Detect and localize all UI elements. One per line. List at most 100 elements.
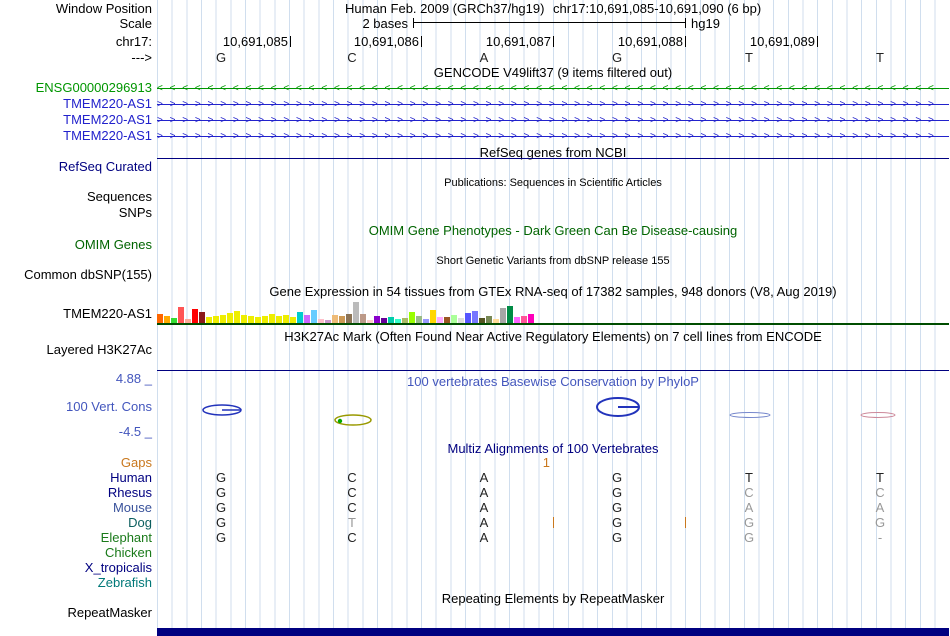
gtex-bar[interactable] bbox=[283, 315, 289, 323]
snps-label[interactable]: SNPs bbox=[118, 205, 152, 220]
gtex-bar[interactable] bbox=[269, 314, 275, 323]
gtex-bar[interactable] bbox=[171, 318, 177, 323]
gene-label-tmem220-as1[interactable]: TMEM220-AS1 bbox=[63, 96, 152, 111]
gtex-bar[interactable] bbox=[360, 314, 366, 323]
gtex-bar[interactable] bbox=[437, 317, 443, 323]
gtex-bar[interactable] bbox=[164, 316, 170, 323]
gene-label-ensg00000296913[interactable]: ENSG00000296913 bbox=[35, 80, 152, 95]
mbase: C bbox=[347, 485, 357, 500]
gtex-bar[interactable] bbox=[248, 316, 254, 323]
mbase: A bbox=[479, 470, 489, 485]
mbase: C bbox=[347, 530, 357, 545]
gtex-bar-chart[interactable] bbox=[157, 301, 949, 323]
species-label-chicken: Chicken bbox=[105, 545, 152, 560]
gtex-bar[interactable] bbox=[220, 315, 226, 323]
strand-arrows-right-icon: >>>>>>>>>>>>>>>>>>>>>>>>>>>>>>>>>>>>>>>>… bbox=[157, 131, 941, 142]
gtex-bar[interactable] bbox=[297, 312, 303, 323]
rtick bbox=[685, 36, 686, 47]
mbase: A bbox=[479, 530, 489, 545]
gtex-bar[interactable] bbox=[339, 316, 345, 323]
refseq-title[interactable]: RefSeq genes from NCBI bbox=[479, 145, 627, 160]
gtex-bar[interactable] bbox=[332, 315, 338, 323]
gtex-bar[interactable] bbox=[367, 320, 373, 323]
gtex-bar[interactable] bbox=[507, 306, 513, 323]
mbase: T bbox=[348, 515, 356, 530]
gene-line bbox=[157, 104, 949, 105]
h3k27ac-title[interactable]: H3K27Ac Mark (Often Found Near Active Re… bbox=[284, 329, 822, 344]
multiz-title[interactable]: Multiz Alignments of 100 Vertebrates bbox=[447, 441, 659, 456]
dbsnp-title[interactable]: Short Genetic Variants from dbSNP releas… bbox=[436, 255, 670, 267]
gtex-bar[interactable] bbox=[500, 308, 506, 323]
gtex-gene-label[interactable]: TMEM220-AS1 bbox=[63, 306, 152, 321]
gtex-bar[interactable] bbox=[444, 317, 450, 323]
bcol: G bbox=[215, 50, 227, 65]
gtex-bar[interactable] bbox=[178, 307, 184, 323]
gtex-bar[interactable] bbox=[199, 312, 205, 323]
refseq-curated-label[interactable]: RefSeq Curated bbox=[58, 159, 152, 174]
gtex-bar[interactable] bbox=[416, 316, 422, 323]
gtex-bar[interactable] bbox=[451, 315, 457, 323]
gtex-bar[interactable] bbox=[241, 315, 247, 323]
gtex-bar[interactable] bbox=[423, 319, 429, 323]
sequences-label[interactable]: Sequences bbox=[86, 189, 152, 204]
gtex-bar[interactable] bbox=[213, 316, 219, 323]
gene-item-tmem220-as1[interactable]: >>>>>>>>>>>>>>>>>>>>>>>>>>>>>>>>>>>>>>>>… bbox=[157, 130, 949, 143]
gtex-bar[interactable] bbox=[486, 316, 492, 323]
gene-item-ensg00000296913[interactable]: <<<<<<<<<<<<<<<<<<<<<<<<<<<<<<<<<<<<<<<<… bbox=[157, 82, 949, 95]
gtex-bar[interactable] bbox=[381, 318, 387, 323]
gtex-bar[interactable] bbox=[395, 319, 401, 323]
omim-title[interactable]: OMIM Gene Phenotypes - Dark Green Can Be… bbox=[368, 223, 738, 238]
multiz-row-x-tropicalis bbox=[0, 561, 950, 574]
publications-title[interactable]: Publications: Sequences in Scientific Ar… bbox=[444, 177, 662, 189]
gtex-bar[interactable] bbox=[430, 310, 436, 323]
gtex-bar[interactable] bbox=[528, 314, 534, 323]
gtex-bar[interactable] bbox=[374, 316, 380, 323]
gtex-bar[interactable] bbox=[346, 314, 352, 323]
gtex-title[interactable]: Gene Expression in 54 tissues from GTEx … bbox=[269, 284, 837, 299]
gene-item-tmem220-as1[interactable]: >>>>>>>>>>>>>>>>>>>>>>>>>>>>>>>>>>>>>>>>… bbox=[157, 98, 949, 111]
gtex-bar[interactable] bbox=[185, 319, 191, 323]
gtex-bar[interactable] bbox=[325, 320, 331, 323]
gtex-bar[interactable] bbox=[290, 317, 296, 323]
gtex-bar[interactable] bbox=[402, 318, 408, 323]
gtex-bar[interactable] bbox=[465, 313, 471, 323]
gtex-bar[interactable] bbox=[388, 317, 394, 323]
repeatmasker-title[interactable]: Repeating Elements by RepeatMasker bbox=[441, 591, 665, 606]
gtex-bar[interactable] bbox=[192, 309, 198, 323]
gtex-bar[interactable] bbox=[311, 310, 317, 323]
gtex-bar[interactable] bbox=[493, 319, 499, 323]
gtex-bar[interactable] bbox=[206, 317, 212, 323]
mbase: G bbox=[611, 500, 623, 515]
cons-track-label[interactable]: 100 Vert. Cons bbox=[66, 399, 152, 414]
rtick bbox=[553, 36, 554, 47]
gtex-bar[interactable] bbox=[304, 315, 310, 323]
refseq-dense-line[interactable] bbox=[157, 158, 949, 159]
gtex-bar[interactable] bbox=[157, 314, 163, 323]
gtex-bar[interactable] bbox=[227, 313, 233, 323]
mbase: C bbox=[875, 485, 885, 500]
gtex-bar[interactable] bbox=[479, 318, 485, 323]
conservation-title[interactable]: 100 vertebrates Basewise Conservation by… bbox=[407, 374, 699, 389]
gtex-bar[interactable] bbox=[521, 316, 527, 323]
gtex-bar[interactable] bbox=[458, 318, 464, 323]
omim-genes-label[interactable]: OMIM Genes bbox=[74, 237, 152, 252]
gene-item-tmem220-as1[interactable]: >>>>>>>>>>>>>>>>>>>>>>>>>>>>>>>>>>>>>>>>… bbox=[157, 114, 949, 127]
mbase: G bbox=[743, 515, 755, 530]
gtex-bar[interactable] bbox=[255, 317, 261, 323]
gene-label-tmem220-as1[interactable]: TMEM220-AS1 bbox=[63, 112, 152, 127]
gene-label-tmem220-as1[interactable]: TMEM220-AS1 bbox=[63, 128, 152, 143]
repeatmasker-label[interactable]: RepeatMasker bbox=[67, 605, 152, 620]
gtex-bar[interactable] bbox=[409, 312, 415, 323]
layered-h3k27ac-label[interactable]: Layered H3K27Ac bbox=[46, 342, 152, 357]
gtex-bar[interactable] bbox=[262, 316, 268, 323]
gtex-bar[interactable] bbox=[514, 317, 520, 323]
gtex-bar[interactable] bbox=[234, 311, 240, 323]
gtex-bar[interactable] bbox=[276, 316, 282, 323]
gtex-bar[interactable] bbox=[318, 319, 324, 323]
ruler-row[interactable]: 10,691,085 10,691,086 10,691,087 10,691,088… bbox=[0, 35, 950, 48]
gencode-title[interactable]: GENCODE V49lift37 (9 items filtered out) bbox=[433, 65, 673, 80]
common-dbsnp-label[interactable]: Common dbSNP(155) bbox=[24, 267, 152, 282]
gtex-bar[interactable] bbox=[353, 302, 359, 323]
gtex-bar[interactable] bbox=[472, 311, 478, 323]
cons-min-value: -4.5 _ bbox=[118, 424, 152, 439]
